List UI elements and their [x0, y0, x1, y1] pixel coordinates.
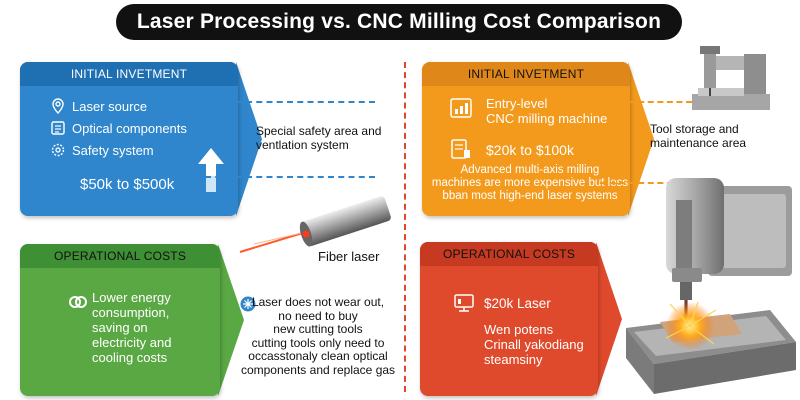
- connector-line: [205, 176, 375, 178]
- cnc-operational-costs-card: OPERATIONAL COSTS $20k Laser Wen potens …: [420, 242, 598, 396]
- laser-initial-investment-card: INITIAL INVETMENT Laser source Optical c…: [20, 62, 238, 216]
- optical-components-label: Optical components: [72, 120, 187, 136]
- cnc-initial-investment-header: INITIAL INVETMENT: [422, 62, 630, 86]
- gear-icon: [51, 143, 65, 157]
- cnc-initial-price: $20k to $100k: [486, 142, 574, 158]
- green-card-arrow: [218, 244, 244, 396]
- connector-line: [600, 101, 692, 103]
- cnc-milling-illustration: [626, 178, 796, 394]
- cnc-operational-price: $20k Laser: [484, 296, 551, 311]
- growth-arrow-icon: [198, 148, 224, 192]
- monitor-icon: [454, 294, 474, 312]
- laser-operational-costs-card: OPERATIONAL COSTS Lower energy consumpti…: [20, 244, 220, 396]
- tool-storage-note: Tool storage and maintenance area: [650, 122, 747, 150]
- orange-card-arrow: [628, 62, 654, 216]
- document-icon: [51, 121, 65, 135]
- chart-icon: [450, 98, 472, 118]
- fiber-laser-label: Fiber laser: [318, 249, 380, 264]
- laser-initial-price: $50k to $500k: [80, 176, 175, 193]
- laser-initial-investment-header: INITIAL INVETMENT: [20, 62, 238, 86]
- connector-line: [205, 101, 375, 103]
- connector-line: [600, 182, 692, 184]
- page-title: Laser Processing vs. CNC Milling Cost Co…: [116, 4, 682, 40]
- fiber-laser-illustration: [239, 196, 391, 253]
- laser-source-label: Laser source: [72, 98, 148, 114]
- blue-card-arrow: [236, 62, 262, 216]
- location-pin-icon: [52, 98, 64, 114]
- safety-system-label: Safety system: [72, 142, 154, 158]
- cnc-initial-investment-card: INITIAL INVETMENT Entry-level CNC millin…: [422, 62, 630, 216]
- link-icon: [69, 296, 87, 308]
- cnc-operational-text: Wen potens Crinall yakodiang steamsiny: [484, 322, 584, 367]
- cnc-entry-level-label: Entry-level CNC milling machine: [486, 96, 608, 126]
- red-card-arrow: [596, 242, 622, 396]
- center-divider: [404, 62, 406, 392]
- laser-operational-text: Lower energy consumption, saving on elec…: [92, 290, 172, 365]
- cnc-operational-costs-header: OPERATIONAL COSTS: [420, 242, 598, 266]
- cnc-advanced-note: Advanced multi-axis milling machines are…: [431, 164, 629, 202]
- laser-wear-note: Laser does not wear out, no need to buy …: [240, 295, 396, 377]
- laser-operational-costs-header: OPERATIONAL COSTS: [20, 244, 220, 268]
- document-icon: [451, 139, 470, 159]
- milling-machine-icon: [692, 46, 770, 110]
- safety-area-note: Special safety area and ventlation syste…: [256, 124, 382, 152]
- sparkle-icon: [240, 296, 256, 312]
